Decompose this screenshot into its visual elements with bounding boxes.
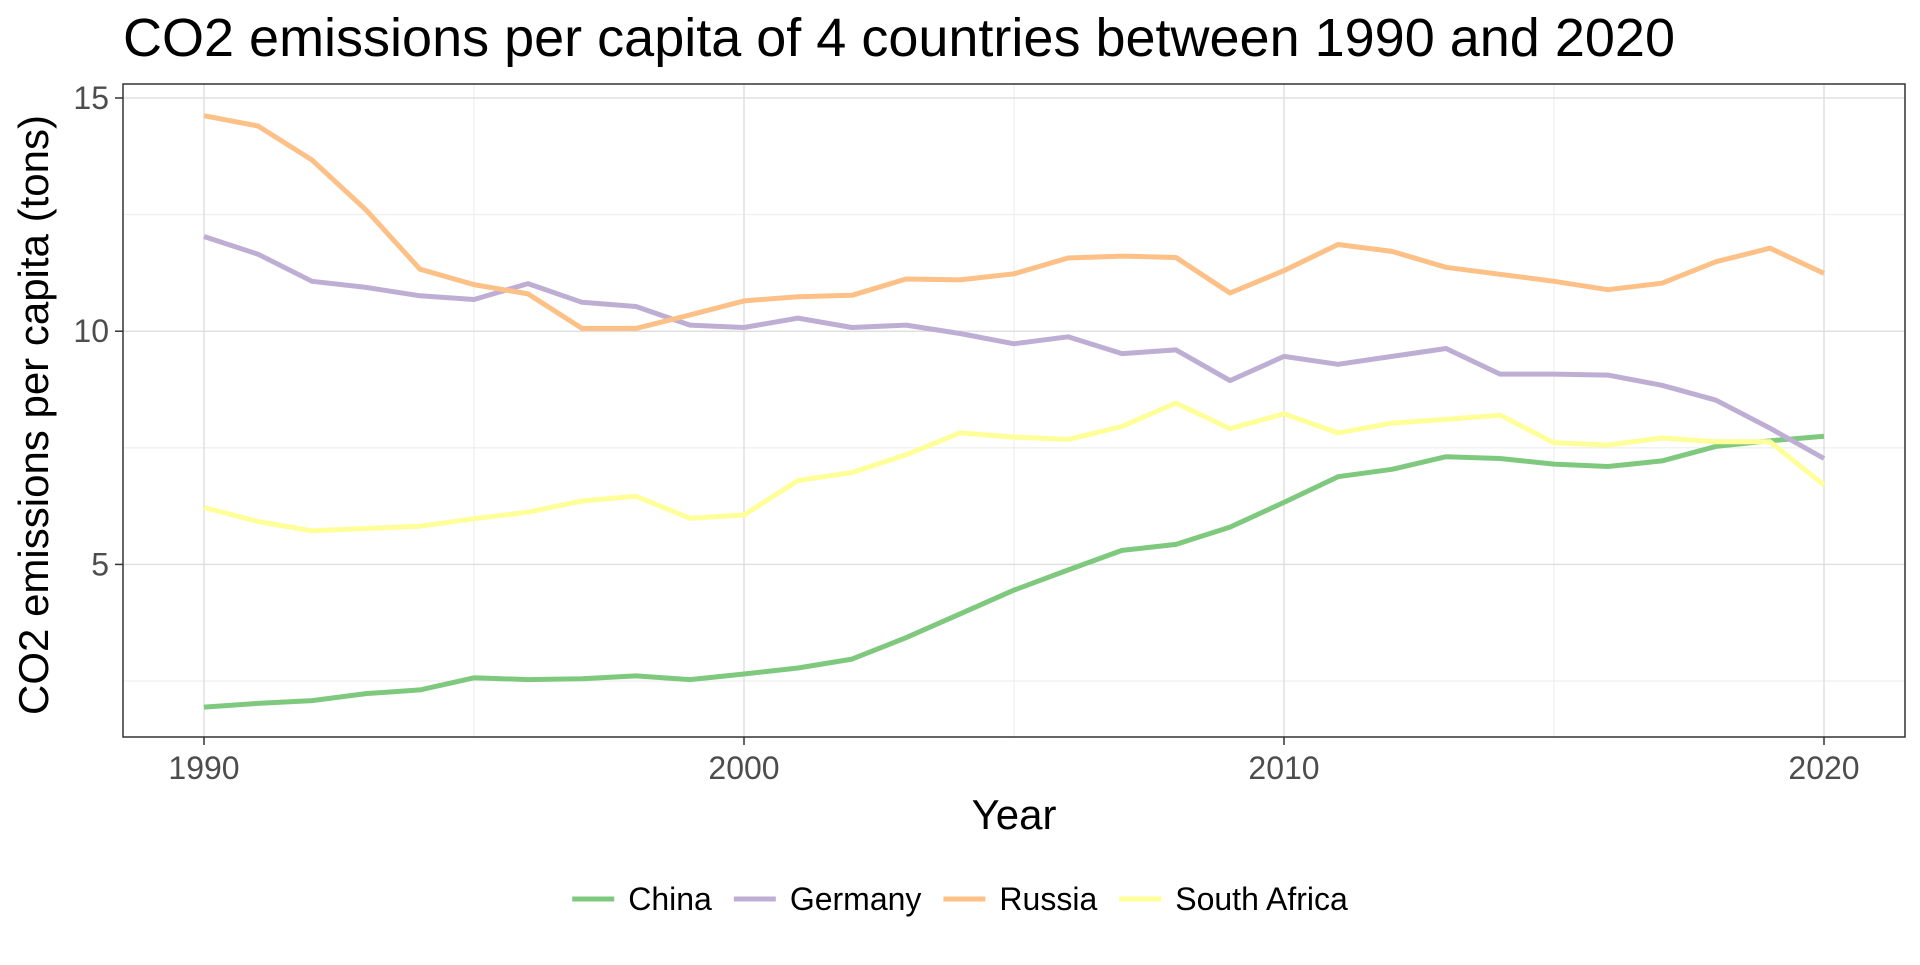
series-line-china — [203, 433, 1825, 710]
y-tick-label: 5 — [91, 546, 109, 582]
x-tick-label: 2000 — [708, 750, 779, 786]
x-tick-label: 2010 — [1248, 750, 1319, 786]
legend-label: South Africa — [1175, 881, 1348, 917]
series-line-russia — [203, 113, 1826, 331]
series-line-germany — [203, 234, 1826, 461]
y-tick-label: 15 — [73, 80, 109, 116]
plot-panel-border — [122, 83, 1906, 738]
legend-label: Russia — [999, 881, 1097, 917]
series-lines — [203, 113, 1826, 710]
legend: China Germany Russia South Africa — [572, 881, 1348, 917]
y-axis-title: CO2 emissions per capita (tons) — [10, 115, 57, 715]
legend-item-russia: Russia — [943, 881, 1097, 917]
chart-title: CO2 emissions per capita of 4 countries … — [123, 8, 1675, 68]
legend-item-germany: Germany — [733, 881, 922, 917]
legend-item-china: China — [572, 881, 712, 917]
legend-label: China — [628, 881, 712, 917]
x-axis-title: Year — [972, 791, 1057, 838]
x-tick-label: 2020 — [1788, 750, 1859, 786]
legend-item-south-africa: South Africa — [1119, 881, 1348, 917]
legend-label: Germany — [790, 881, 922, 917]
axes: 1990 2000 2010 2020 5 10 15 — [73, 80, 1859, 786]
gridlines — [123, 84, 1905, 737]
x-tick-label: 1990 — [168, 750, 239, 786]
series-line-south-africa — [203, 400, 1826, 534]
y-tick-label: 10 — [73, 313, 109, 349]
